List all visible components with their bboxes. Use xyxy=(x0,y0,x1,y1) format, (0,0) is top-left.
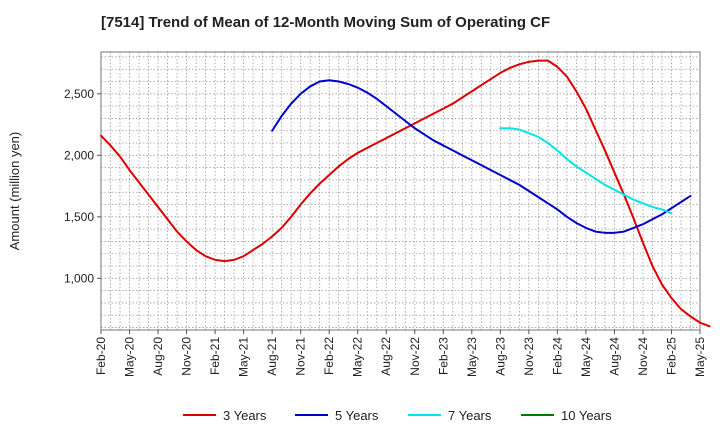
plot-frame xyxy=(100,51,701,331)
x-tick-label: May-24 xyxy=(579,337,593,377)
x-tick-label: Aug-22 xyxy=(379,337,393,376)
x-tick-label: Feb-22 xyxy=(322,337,336,375)
grid-layer xyxy=(101,52,700,330)
y-tick-label: 2,500 xyxy=(64,87,94,101)
y-tick-labels: 1,000 1,500 2,000 2,500 xyxy=(64,87,101,285)
y-tick-label: 1,000 xyxy=(64,271,94,285)
y-tick-label: 1,500 xyxy=(64,210,94,224)
y-tick-label: 2,000 xyxy=(64,148,94,162)
x-tick-label: Feb-23 xyxy=(436,337,450,375)
legend-label-3-years: 3 Years xyxy=(223,408,267,423)
legend-label-5-years: 5 Years xyxy=(335,408,379,423)
x-tick-label: May-20 xyxy=(123,337,137,377)
x-tick-label: May-22 xyxy=(351,337,365,377)
x-tick-label: May-23 xyxy=(465,337,479,377)
x-tick-label: Aug-24 xyxy=(607,337,621,376)
series-line-5-years xyxy=(271,79,692,234)
x-tick-labels: Feb-20 May-20 Aug-20 Nov-20 Feb-21 May-21 Aug-… xyxy=(94,330,707,377)
legend-label-10-years: 10 Years xyxy=(561,408,612,423)
x-tick-label: Aug-20 xyxy=(151,337,165,376)
x-tick-label: Nov-24 xyxy=(636,337,650,376)
x-tick-label: Nov-22 xyxy=(408,337,422,376)
x-tick-label: May-21 xyxy=(237,337,251,377)
x-tick-label: Nov-20 xyxy=(180,337,194,376)
chart-title: [7514] Trend of Mean of 12-Month Moving … xyxy=(101,14,550,31)
series-line-7-years xyxy=(499,127,673,215)
x-tick-label: Nov-21 xyxy=(294,337,308,376)
y-axis-label: Amount (million yen) xyxy=(7,132,22,251)
legend: 3 Years 5 Years 7 Years 10 Years xyxy=(183,408,612,423)
x-tick-label: Aug-23 xyxy=(493,337,507,376)
x-tick-label: May-25 xyxy=(693,337,707,377)
x-tick-label: Aug-21 xyxy=(265,337,279,376)
x-tick-label: Nov-23 xyxy=(522,337,536,376)
x-tick-label: Feb-25 xyxy=(664,337,678,375)
x-tick-label: Feb-21 xyxy=(208,337,222,375)
x-tick-label: Feb-24 xyxy=(550,337,564,375)
series-line-3-years xyxy=(100,59,711,328)
legend-label-7-years: 7 Years xyxy=(448,408,492,423)
series-layer xyxy=(100,59,711,328)
x-tick-label: Feb-20 xyxy=(94,337,108,375)
